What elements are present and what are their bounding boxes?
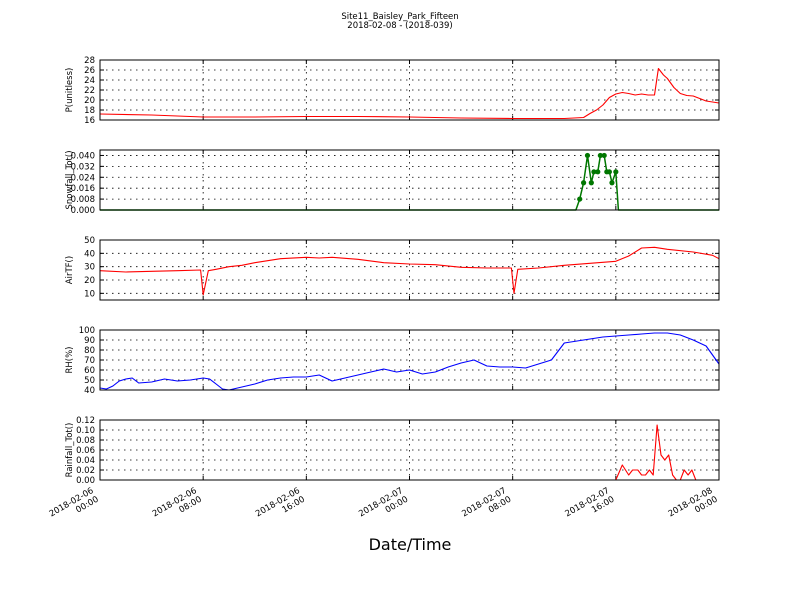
y-tick-label: 28	[84, 56, 95, 66]
y-tick-label: 26	[84, 66, 95, 76]
series-line	[100, 154, 719, 211]
plot-frame	[99, 329, 720, 391]
y-tick-label: 0.06	[76, 446, 95, 456]
series-line	[99, 332, 720, 391]
y-tick-label: 0.02	[76, 466, 95, 476]
y-tick-label: 10	[84, 289, 95, 299]
y-tick-label: 0.024	[71, 173, 95, 183]
data-point	[584, 152, 591, 159]
data-point	[588, 180, 594, 186]
figure-title-line1: Site11_Baisley_Park_Fifteen	[341, 12, 458, 22]
y-tick-label: 20	[84, 276, 95, 286]
data-point	[601, 152, 607, 159]
plot-frame	[99, 419, 720, 481]
y-tick-label: 30	[84, 263, 95, 273]
y-tick-label: 50	[84, 236, 95, 246]
y-axis-label: P(unitless)	[65, 68, 75, 113]
y-tick-label: 0.000	[71, 206, 95, 216]
y-tick-label: 0.12	[76, 416, 95, 426]
panel-2: 0.0000.0080.0160.0240.0320.040Snowfall_T…	[65, 149, 720, 216]
y-tick-label: 24	[84, 76, 95, 86]
series-line	[99, 246, 720, 296]
y-tick-label: 0.016	[71, 184, 95, 194]
x-tick-label: 2018-02-0708:00	[460, 486, 513, 528]
y-tick-label: 80	[84, 346, 95, 356]
y-tick-label: 0.04	[76, 456, 95, 466]
y-tick-label: 0.008	[71, 195, 95, 205]
y-tick-label: 0.08	[76, 436, 95, 446]
data-point	[597, 152, 603, 159]
data-point	[613, 169, 619, 175]
y-tick-label: 20	[84, 96, 95, 106]
y-tick-label: 60	[84, 366, 95, 376]
series-line	[99, 67, 720, 120]
x-tick-label: 2018-02-0608:00	[151, 486, 204, 528]
y-tick-label: 90	[84, 336, 95, 346]
plot-frame	[99, 59, 720, 121]
data-point	[609, 180, 615, 186]
x-tick-label: 2018-02-0600:00	[48, 486, 101, 528]
x-axis-label: Date/Time	[369, 535, 452, 554]
y-tick-label: 16	[84, 116, 95, 126]
y-axis-label: RH(%)	[65, 346, 75, 373]
y-tick-label: 0.00	[76, 476, 95, 486]
y-tick-label: 18	[84, 106, 95, 116]
data-point	[591, 169, 597, 175]
y-tick-label: 0.032	[71, 162, 95, 172]
y-tick-label: 40	[84, 386, 95, 396]
y-tick-label: 22	[84, 86, 95, 96]
y-axis-label: Rainfall_Tot()	[65, 423, 75, 478]
x-tick-label: 2018-02-0700:00	[357, 486, 410, 528]
y-tick-label: 0.10	[76, 426, 95, 436]
y-tick-label: 100	[79, 326, 95, 336]
y-tick-label: 50	[84, 376, 95, 386]
data-point	[606, 169, 612, 175]
data-point	[580, 180, 587, 186]
plot-frame	[99, 239, 720, 301]
y-tick-label: 40	[84, 249, 95, 259]
data-point	[595, 169, 601, 175]
series-line	[100, 424, 719, 481]
x-tick-label: 2018-02-0716:00	[564, 486, 617, 528]
panel-3: 10 20 30 40 50 AirTF()	[65, 236, 720, 301]
y-tick-label: 0.040	[71, 151, 95, 161]
data-point	[577, 196, 583, 202]
x-tick-label: 2018-02-0800:00	[667, 486, 720, 528]
y-axis-label: Snowfall_Tot()	[65, 150, 75, 209]
x-tick-label: 2018-02-0616:00	[254, 486, 307, 528]
y-axis-label: AirTF()	[65, 256, 75, 284]
figure-title-line2: 2018-02-08 - (2018-039)	[347, 21, 452, 31]
plot-frame	[99, 149, 720, 211]
y-tick-label: 70	[84, 356, 95, 366]
panel-5: 0.000.020.040.060.080.100.12Rainfall_Tot…	[65, 416, 720, 486]
